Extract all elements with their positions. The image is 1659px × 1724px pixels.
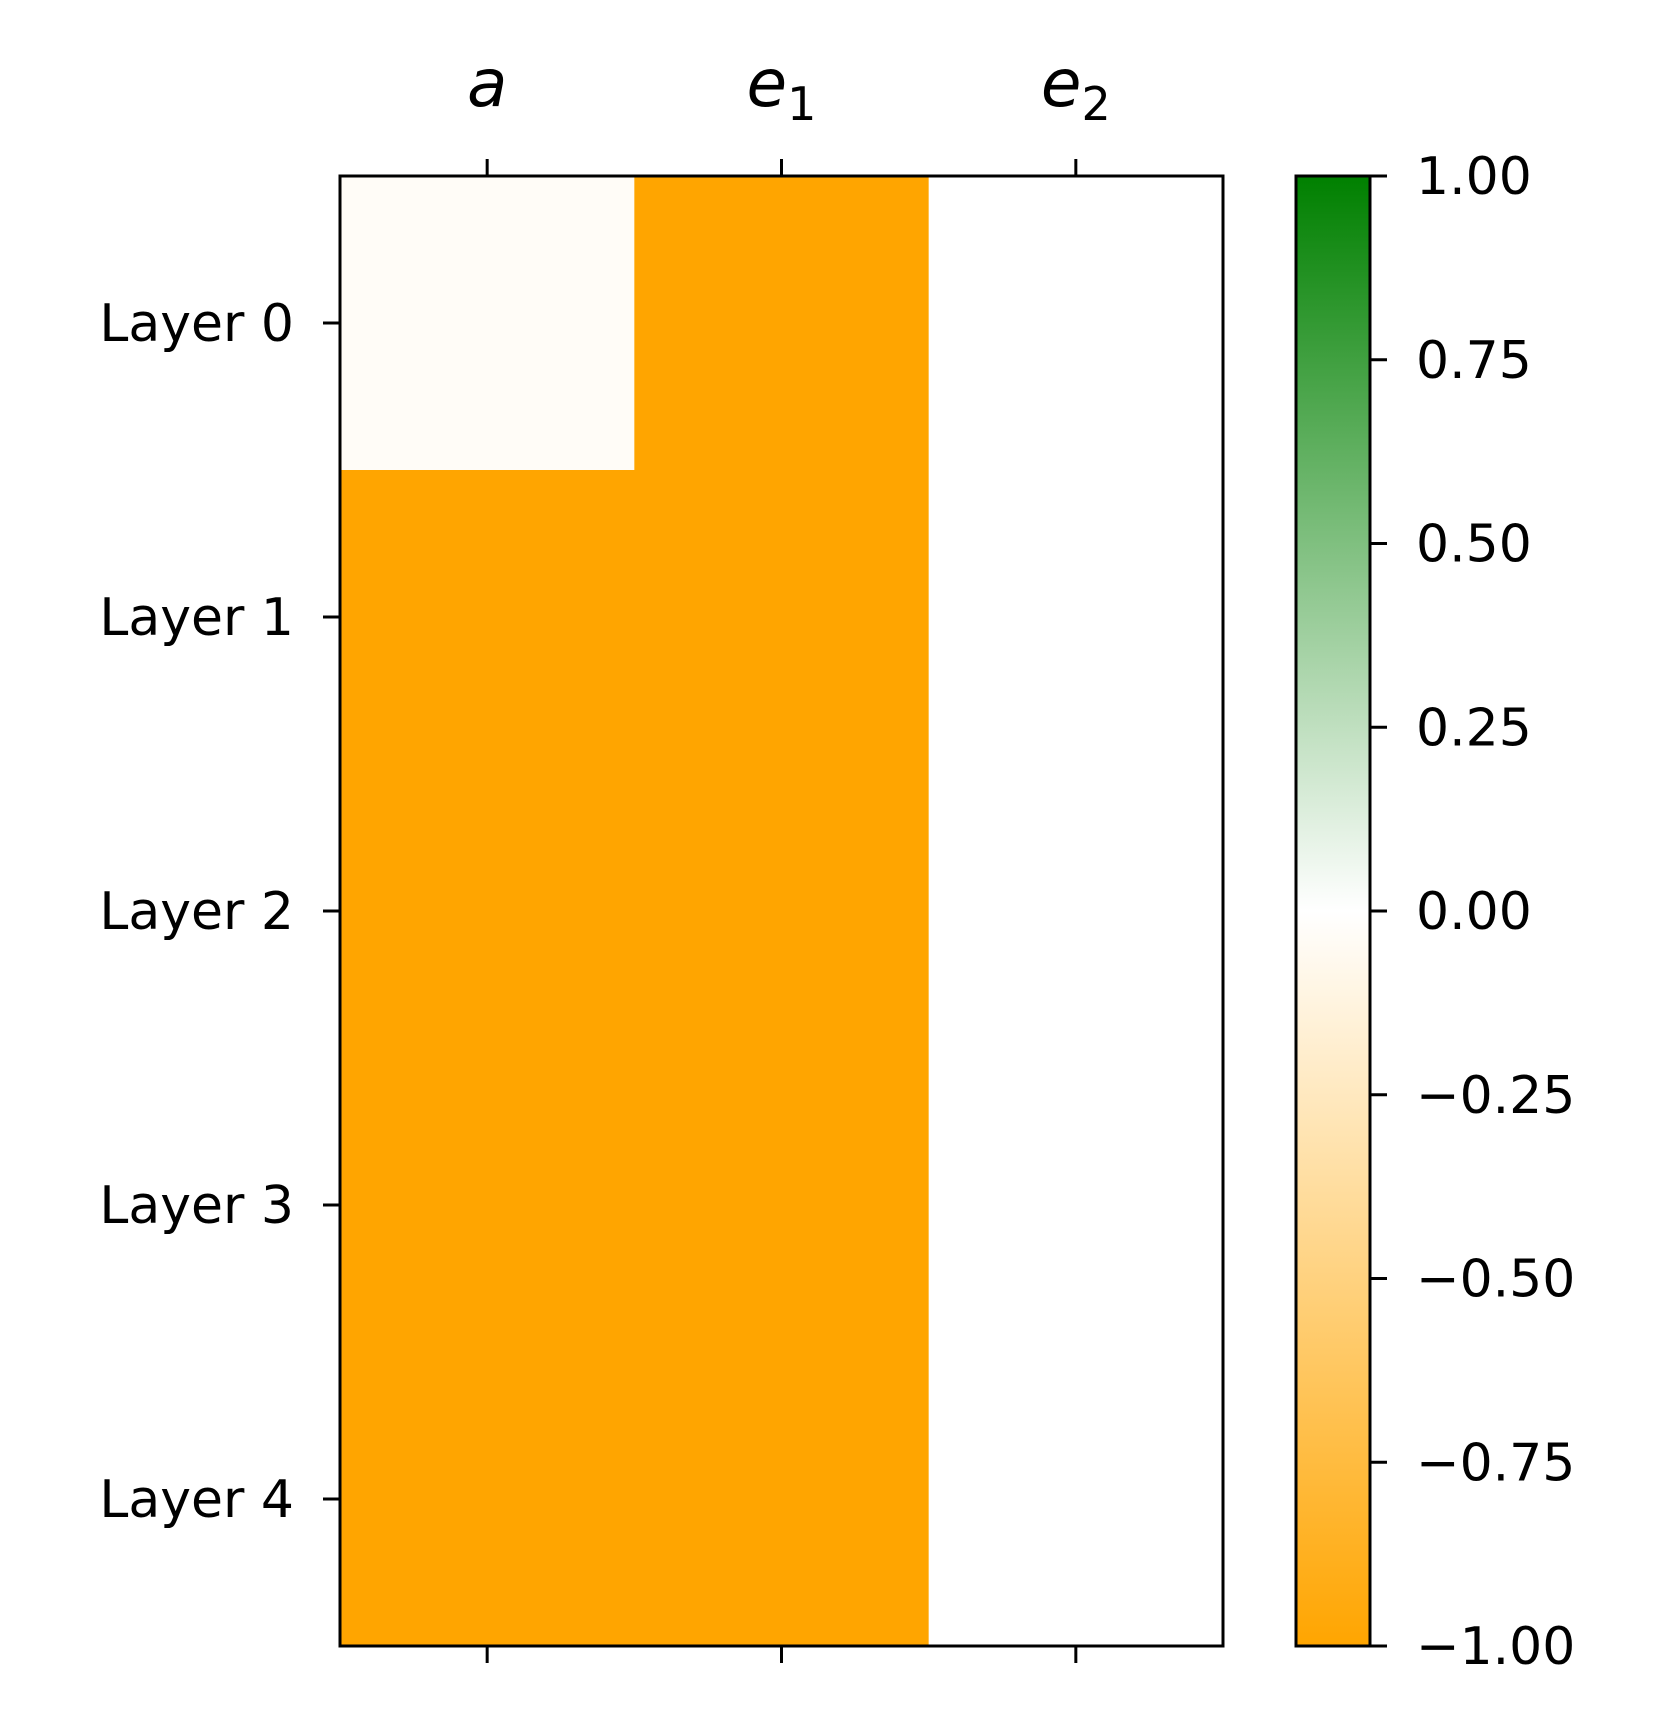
heatmap-cell-r2-c1	[634, 764, 930, 1059]
colorbar-gradient	[1294, 174, 1372, 1648]
colorbar-tick-label: 1.00	[1416, 147, 1532, 207]
heatmap-cell-r3-c0	[340, 1058, 635, 1353]
heatmap-cell-r3-c1	[634, 1058, 930, 1353]
colorbar-tick-label: −0.50	[1416, 1250, 1575, 1310]
colorbar-tick-label: −0.25	[1416, 1066, 1575, 1126]
heatmap-cell-r0-c2	[928, 176, 1224, 471]
y-tick-label: Layer 3	[99, 1176, 294, 1236]
y-tick-label: Layer 4	[99, 1470, 294, 1530]
heatmap-cell-r0-c1	[634, 176, 930, 471]
heatmap-cell-r0-c0	[340, 176, 635, 471]
heatmap-cell-r2-c0	[340, 764, 635, 1059]
heatmap-cell-r4-c1	[634, 1352, 930, 1647]
y-tick-label: Layer 1	[99, 588, 294, 648]
heatmap-cell-r1-c1	[634, 470, 930, 765]
heatmap-cell-r4-c0	[340, 1352, 635, 1647]
x-tick-label: e1	[747, 45, 817, 131]
colorbar-tick-label: 0.00	[1416, 882, 1532, 942]
colorbar-tick-label: 0.25	[1416, 698, 1532, 758]
colorbar-tick-label: −0.75	[1416, 1433, 1575, 1493]
heatmap-cell-r4-c2	[928, 1352, 1224, 1647]
colorbar-ticks: 1.00 0.75 0.50 0.25 0.00 −0.25 −0.50 −0.75 −1.00	[1370, 147, 1575, 1677]
heatmap-cells	[340, 176, 1224, 1647]
heatmap-cell-r3-c2	[928, 1058, 1224, 1353]
colorbar-tick-label: 0.75	[1416, 331, 1532, 391]
y-tick-label: Layer 2	[99, 882, 294, 942]
heatmap-cell-r1-c0	[340, 470, 635, 765]
colorbar-tick-label: 0.50	[1416, 515, 1532, 575]
x-axis-ticks: a e1 e2	[467, 45, 1111, 1663]
colorbar: 1.00 0.75 0.50 0.25 0.00 −0.25 −0.50 −0.75 −1.00	[1294, 147, 1575, 1677]
y-tick-label: Layer 0	[99, 294, 294, 354]
x-tick-label: e2	[1041, 45, 1111, 131]
heatmap-cell-r2-c2	[928, 764, 1224, 1059]
heatmap-cell-r1-c2	[928, 470, 1224, 765]
y-axis-ticks: Layer 0 Layer 1 Layer 2 Layer 3 Layer 4	[99, 294, 340, 1530]
x-tick-label: a	[467, 45, 507, 122]
colorbar-tick-label: −1.00	[1416, 1617, 1575, 1677]
